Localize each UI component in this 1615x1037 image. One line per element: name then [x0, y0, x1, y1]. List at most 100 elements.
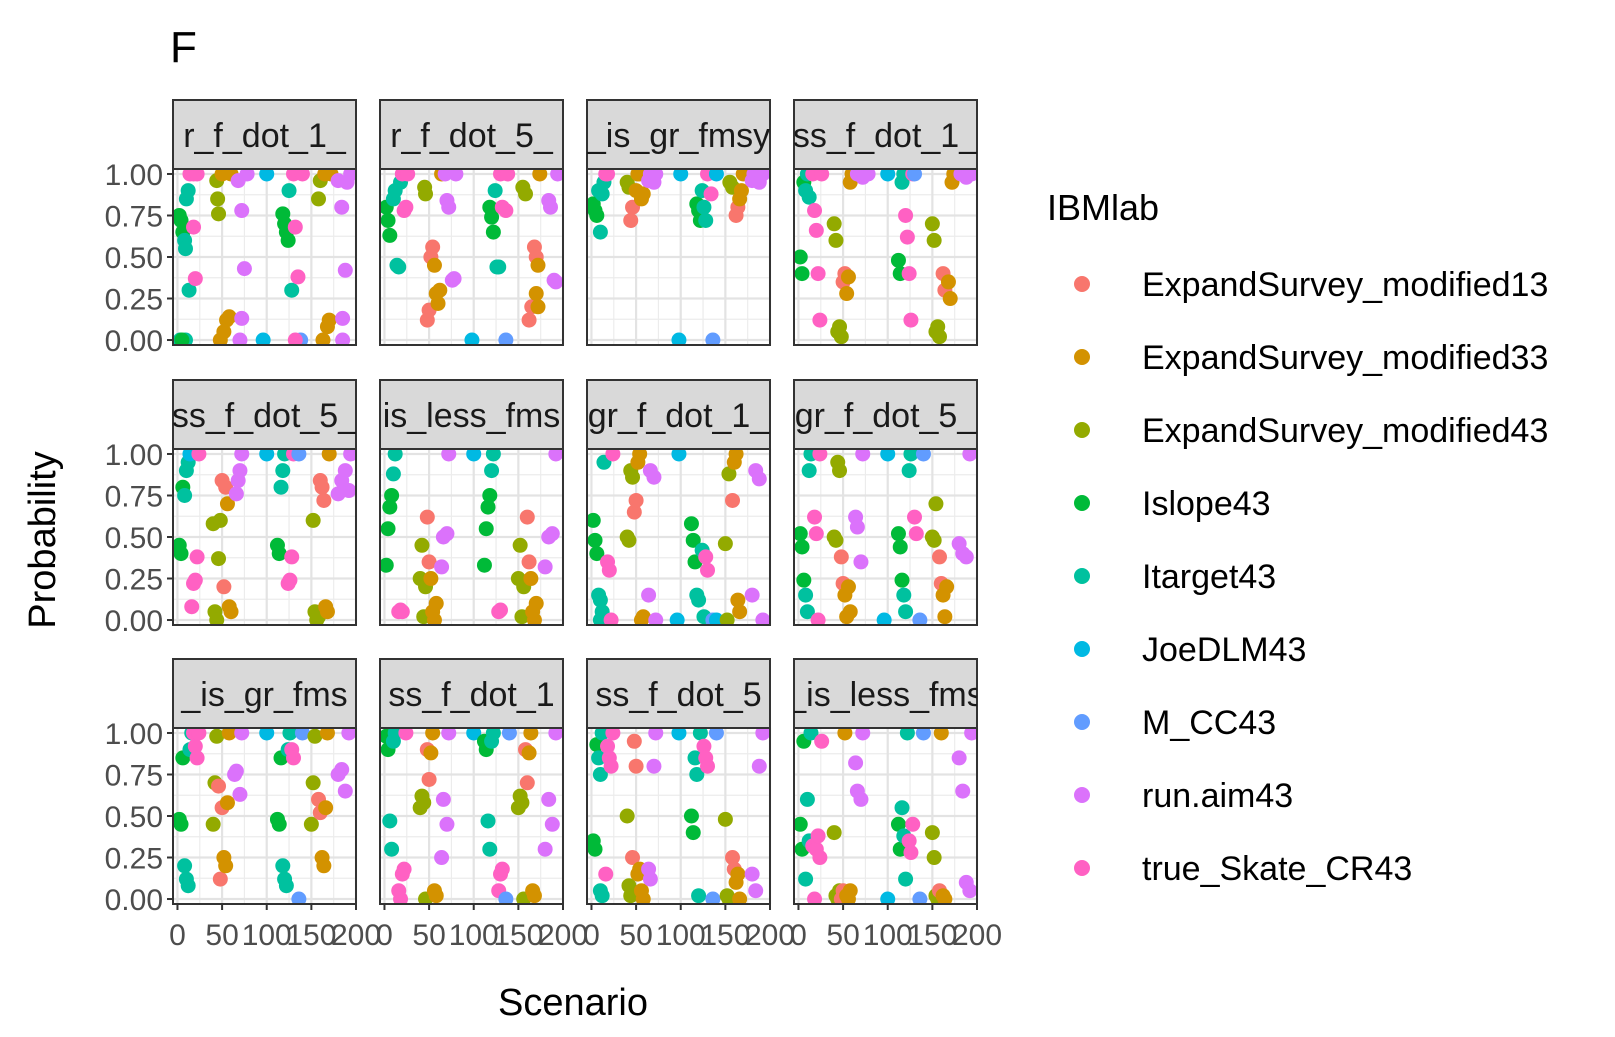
x-axis-title: Scenario [498, 982, 648, 1024]
data-point [751, 471, 767, 487]
data-point [528, 286, 544, 302]
data-point [842, 604, 858, 620]
data-point [234, 310, 250, 326]
x-tick-label: 150 [700, 919, 750, 952]
facet-panel: gr_f_dot_5_ [793, 379, 979, 626]
data-point [853, 554, 869, 570]
data-points [794, 169, 977, 345]
data-point [482, 487, 498, 503]
data-point [705, 332, 721, 345]
data-point [896, 587, 912, 603]
data-point [894, 800, 910, 816]
data-point [398, 728, 414, 741]
data-point [940, 274, 956, 290]
x-tick-label: 100 [449, 919, 499, 952]
data-point [898, 604, 914, 620]
data-point [218, 479, 234, 495]
data-point [901, 833, 917, 849]
data-point [425, 239, 441, 255]
data-point [187, 572, 203, 588]
data-point [335, 332, 351, 345]
data-point [186, 219, 202, 235]
data-point [177, 487, 193, 503]
data-point [951, 750, 967, 766]
x-tick-label: 150 [286, 919, 336, 952]
data-point [259, 169, 275, 182]
data-point [284, 282, 300, 298]
data-point [853, 791, 869, 807]
data-point [318, 800, 334, 816]
data-point [812, 312, 828, 328]
data-point [626, 733, 642, 749]
data-point [173, 212, 189, 228]
data-point [189, 750, 205, 766]
data-point [491, 259, 507, 275]
data-point [426, 612, 442, 625]
panel-border [793, 168, 978, 346]
y-tick-label: 1.00 [105, 718, 163, 751]
data-point [623, 212, 639, 228]
data-point [316, 858, 332, 874]
data-point [532, 169, 548, 182]
data-point [725, 850, 741, 866]
data-point [671, 332, 687, 345]
data-point [808, 526, 824, 542]
data-point [932, 329, 948, 345]
data-point [794, 526, 808, 542]
legend-title: IBMlab [1047, 187, 1159, 228]
data-point [621, 532, 637, 548]
legend-label: M_CC43 [1142, 704, 1276, 742]
data-point [187, 738, 203, 754]
data-point [273, 479, 289, 495]
data-point [548, 274, 563, 290]
data-point [275, 858, 291, 874]
data-point [205, 816, 221, 832]
data-point [812, 449, 828, 462]
data-point [550, 169, 563, 182]
data-point [903, 845, 919, 861]
data-points [380, 728, 563, 904]
facet-strip [793, 379, 978, 450]
data-point [933, 728, 949, 741]
x-tick-label: 200 [952, 919, 1002, 952]
data-point [255, 332, 271, 345]
y-tick-label: 0.75 [105, 200, 163, 233]
data-point [181, 282, 197, 298]
data-point [603, 612, 619, 625]
data-point [315, 332, 331, 345]
data-point [425, 728, 441, 741]
data-point [219, 496, 235, 512]
legend-marker [1074, 714, 1090, 730]
data-point [691, 592, 707, 608]
data-point [480, 813, 496, 829]
y-tick-label: 0.25 [105, 843, 163, 876]
y-tick-label: 0.75 [105, 759, 163, 792]
data-point [648, 612, 664, 625]
data-point [890, 252, 906, 268]
data-point [334, 762, 350, 778]
data-point [730, 866, 746, 882]
y-tick-label: 0.50 [105, 522, 163, 555]
facet-panels: r_f_dot_1_ 0.00 0.25 0.50 0.75 1.00 r_f_dot_5_… [105, 99, 1002, 952]
data-point [189, 169, 205, 182]
data-point [435, 791, 451, 807]
legend-marker [1074, 495, 1090, 511]
data-point [801, 463, 817, 479]
data-point [380, 521, 396, 537]
data-point [519, 775, 535, 791]
data-point [530, 299, 546, 315]
data-point [501, 728, 517, 741]
facet-panel: _is_gr_fmsy [586, 99, 772, 346]
data-point [890, 816, 906, 832]
data-point [523, 571, 539, 587]
data-point [275, 463, 291, 479]
data-point [798, 587, 814, 603]
data-point [698, 212, 714, 228]
facet-strip [172, 99, 357, 170]
data-point [512, 537, 528, 553]
data-point [334, 199, 350, 215]
data-point [907, 509, 923, 525]
data-point [898, 871, 914, 887]
